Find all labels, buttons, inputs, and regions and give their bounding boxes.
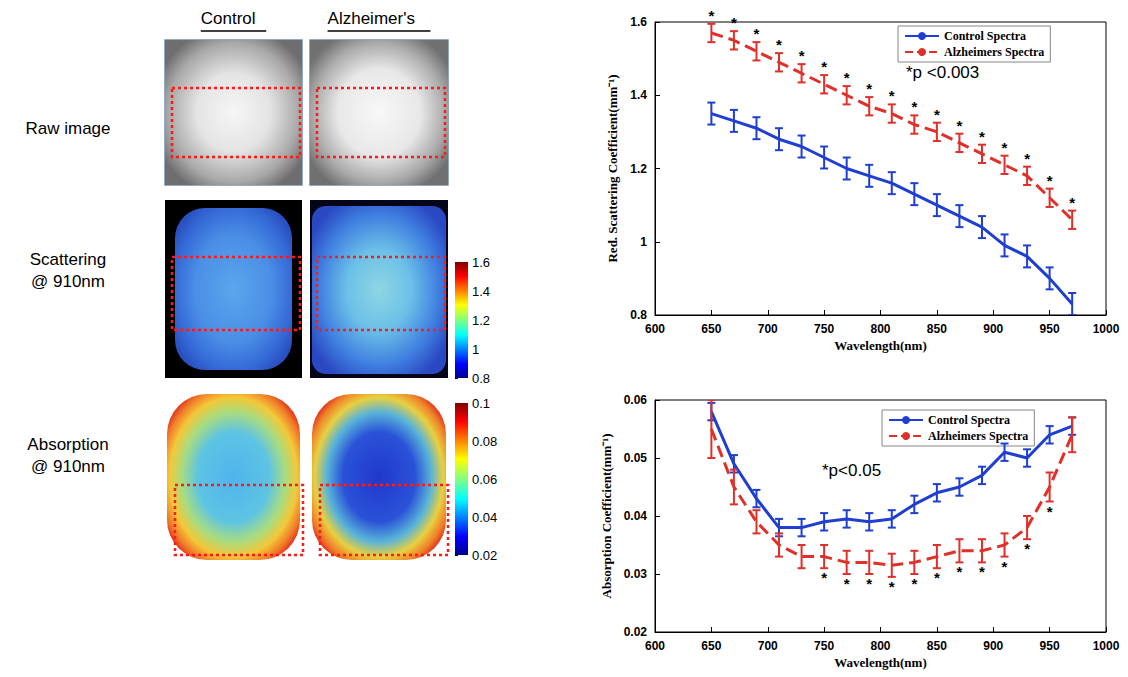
svg-text:*: * bbox=[889, 578, 895, 595]
svg-text:*: * bbox=[957, 117, 963, 134]
svg-text:*: * bbox=[1002, 558, 1008, 575]
svg-text:1.2: 1.2 bbox=[630, 162, 647, 176]
svg-text:700: 700 bbox=[758, 639, 778, 653]
svg-text:*: * bbox=[911, 575, 917, 592]
svg-text:@ 910nm: @ 910nm bbox=[31, 272, 105, 291]
svg-text:*: * bbox=[866, 575, 872, 592]
svg-text:@ 910nm: @ 910nm bbox=[31, 457, 105, 476]
svg-text:*: * bbox=[821, 58, 827, 75]
svg-text:*: * bbox=[844, 575, 850, 592]
svg-text:*: * bbox=[957, 563, 963, 580]
svg-text:Control Spectra: Control Spectra bbox=[928, 413, 1010, 427]
svg-text:750: 750 bbox=[814, 639, 834, 653]
svg-text:Control: Control bbox=[201, 9, 256, 28]
svg-text:*: * bbox=[776, 36, 782, 53]
svg-text:*: * bbox=[799, 47, 805, 64]
svg-text:850: 850 bbox=[927, 322, 947, 336]
svg-text:850: 850 bbox=[927, 639, 947, 653]
svg-text:900: 900 bbox=[983, 322, 1003, 336]
svg-text:0.04: 0.04 bbox=[472, 510, 497, 525]
svg-text:Alzheimer's: Alzheimer's bbox=[328, 9, 415, 28]
svg-text:800: 800 bbox=[870, 322, 890, 336]
svg-text:Raw image: Raw image bbox=[25, 119, 110, 138]
svg-text:1.4: 1.4 bbox=[472, 284, 490, 299]
svg-text:1000: 1000 bbox=[1093, 322, 1120, 336]
svg-text:*: * bbox=[708, 7, 714, 24]
svg-text:700: 700 bbox=[758, 322, 778, 336]
svg-text:*: * bbox=[889, 87, 895, 104]
svg-text:*: * bbox=[1002, 139, 1008, 156]
svg-text:0.06: 0.06 bbox=[624, 393, 648, 407]
svg-text:1: 1 bbox=[640, 235, 647, 249]
svg-text:*: * bbox=[911, 98, 917, 115]
svg-text:750: 750 bbox=[814, 322, 834, 336]
svg-text:Red. Scattering Coefficient(mm: Red. Scattering Coefficient(mm⁻¹) bbox=[605, 74, 620, 262]
svg-text:1.4: 1.4 bbox=[630, 88, 647, 102]
svg-text:1000: 1000 bbox=[1093, 639, 1120, 653]
svg-text:*: * bbox=[979, 563, 985, 580]
svg-text:0.03: 0.03 bbox=[624, 567, 648, 581]
svg-text:1: 1 bbox=[472, 342, 479, 357]
svg-text:0.1: 0.1 bbox=[472, 396, 490, 411]
svg-text:Absorption Coefficient(mm⁻¹): Absorption Coefficient(mm⁻¹) bbox=[599, 434, 614, 599]
svg-text:650: 650 bbox=[701, 322, 721, 336]
svg-text:800: 800 bbox=[870, 639, 890, 653]
svg-text:*: * bbox=[934, 106, 940, 123]
svg-text:*: * bbox=[1069, 194, 1075, 211]
svg-text:Absorption: Absorption bbox=[27, 435, 108, 454]
svg-text:650: 650 bbox=[701, 639, 721, 653]
svg-text:*: * bbox=[821, 569, 827, 586]
svg-text:*: * bbox=[754, 25, 760, 42]
svg-text:0.08: 0.08 bbox=[472, 434, 497, 449]
svg-text:1.6: 1.6 bbox=[472, 255, 490, 270]
svg-text:*: * bbox=[1024, 540, 1030, 557]
svg-text:*: * bbox=[844, 69, 850, 86]
svg-text:950: 950 bbox=[1040, 639, 1060, 653]
svg-text:600: 600 bbox=[645, 639, 665, 653]
svg-text:*p <0.003: *p <0.003 bbox=[906, 63, 979, 82]
svg-text:Control Spectra: Control Spectra bbox=[944, 29, 1026, 43]
svg-text:Wavelength(nm): Wavelength(nm) bbox=[834, 338, 926, 353]
svg-text:*: * bbox=[1024, 150, 1030, 167]
svg-text:0.02: 0.02 bbox=[624, 625, 648, 639]
svg-text:Alzheimers Spectra: Alzheimers Spectra bbox=[944, 45, 1044, 59]
svg-text:600: 600 bbox=[645, 322, 665, 336]
svg-text:0.04: 0.04 bbox=[624, 509, 648, 523]
svg-text:Alzheimers Spectra: Alzheimers Spectra bbox=[928, 429, 1028, 443]
svg-text:900: 900 bbox=[983, 639, 1003, 653]
svg-text:1.6: 1.6 bbox=[630, 15, 647, 29]
svg-text:*: * bbox=[979, 128, 985, 145]
svg-text:1.2: 1.2 bbox=[472, 313, 490, 328]
svg-text:0.05: 0.05 bbox=[624, 451, 648, 465]
svg-text:0.8: 0.8 bbox=[630, 308, 647, 322]
svg-text:*p<0.05: *p<0.05 bbox=[822, 461, 881, 480]
svg-text:0.8: 0.8 bbox=[472, 371, 490, 386]
svg-text:*: * bbox=[934, 569, 940, 586]
svg-text:Wavelength(nm): Wavelength(nm) bbox=[834, 655, 926, 670]
svg-text:*: * bbox=[731, 14, 737, 31]
svg-text:0.06: 0.06 bbox=[472, 472, 497, 487]
svg-text:0.02: 0.02 bbox=[472, 548, 497, 563]
svg-text:950: 950 bbox=[1040, 322, 1060, 336]
svg-text:Scattering: Scattering bbox=[30, 250, 107, 269]
svg-text:*: * bbox=[1047, 172, 1053, 189]
svg-text:*: * bbox=[866, 80, 872, 97]
svg-text:*: * bbox=[1047, 503, 1053, 520]
